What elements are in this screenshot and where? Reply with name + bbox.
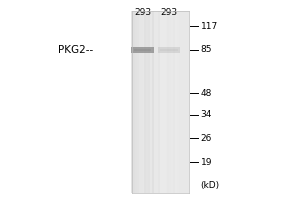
Bar: [133, 11, 135, 193]
Bar: [169, 11, 171, 193]
Bar: [160, 11, 162, 193]
Bar: [142, 11, 144, 193]
Bar: [137, 11, 139, 193]
Bar: [175, 11, 177, 193]
Bar: [139, 11, 141, 193]
Text: PKG2--: PKG2--: [58, 45, 93, 55]
Text: 293: 293: [134, 8, 151, 17]
Text: 34: 34: [200, 110, 212, 119]
Bar: [144, 11, 146, 193]
Bar: [131, 11, 154, 193]
Bar: [146, 11, 148, 193]
Bar: [173, 11, 175, 193]
Bar: [162, 11, 164, 193]
Text: 85: 85: [200, 45, 212, 54]
Bar: [160, 49, 178, 51]
Bar: [152, 11, 154, 193]
Bar: [148, 11, 150, 193]
Bar: [166, 11, 167, 193]
Bar: [171, 11, 173, 193]
Bar: [134, 49, 152, 51]
Bar: [158, 11, 160, 193]
Bar: [132, 11, 189, 193]
Text: 293: 293: [161, 8, 178, 17]
Bar: [135, 11, 137, 193]
Bar: [164, 11, 166, 193]
Text: 26: 26: [200, 134, 212, 143]
Bar: [131, 11, 133, 193]
Text: (kD): (kD): [200, 181, 220, 190]
Bar: [131, 47, 154, 53]
Bar: [158, 47, 181, 53]
Bar: [150, 11, 152, 193]
Text: 48: 48: [200, 89, 212, 98]
Text: 19: 19: [200, 158, 212, 167]
Bar: [141, 11, 142, 193]
Bar: [178, 11, 181, 193]
Text: 117: 117: [200, 22, 218, 31]
Bar: [158, 11, 181, 193]
Bar: [177, 11, 178, 193]
Bar: [167, 11, 169, 193]
